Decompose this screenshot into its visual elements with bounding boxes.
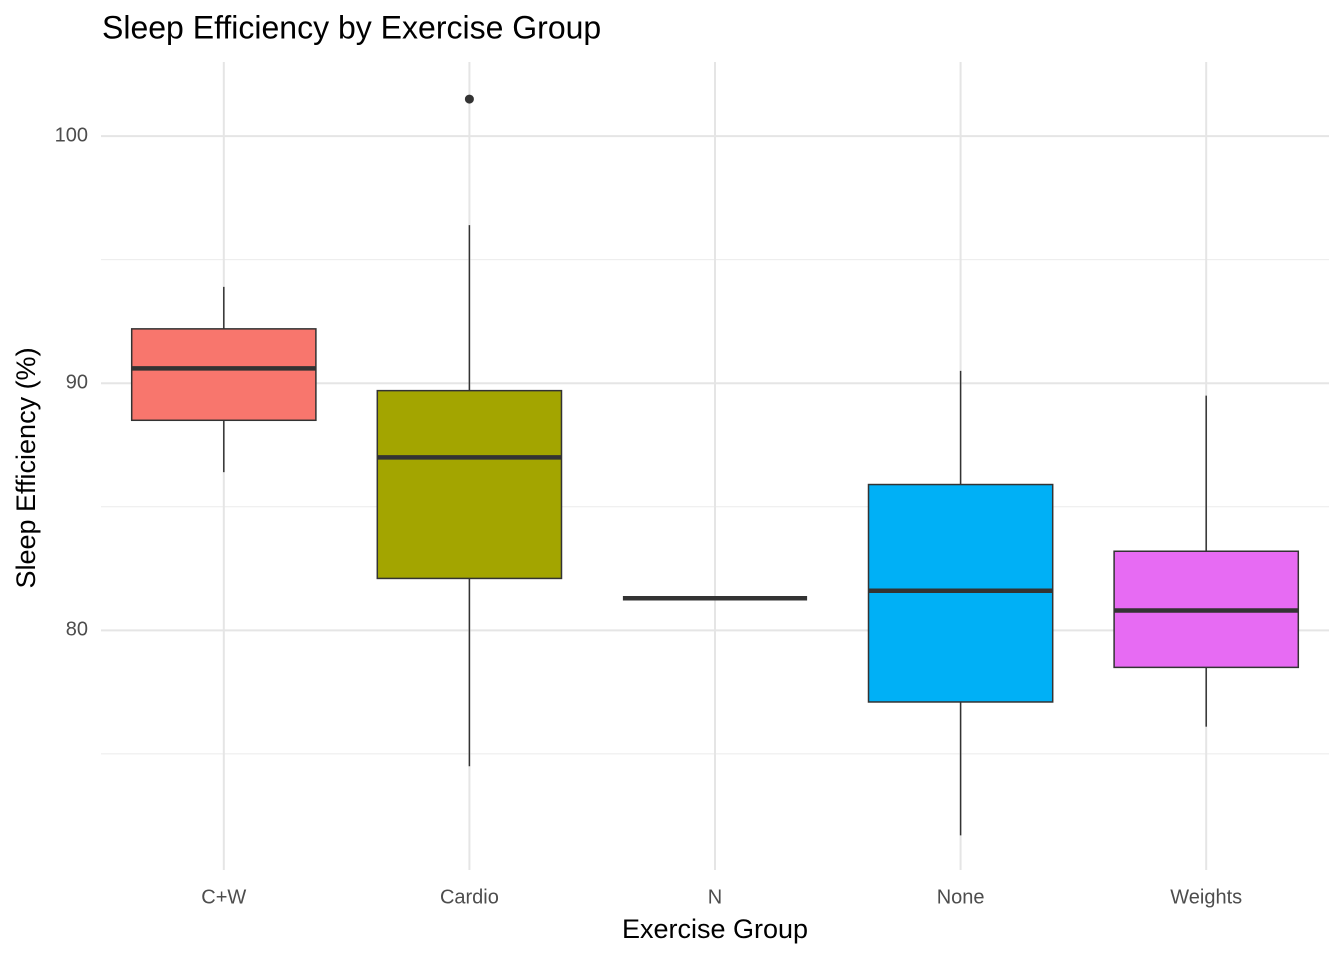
box [867, 483, 1054, 703]
box [376, 389, 563, 580]
y-tick-label: 80 [66, 619, 88, 641]
chart-title: Sleep Efficiency by Exercise Group [102, 9, 601, 45]
x-tick-label: None [937, 886, 985, 908]
x-tick-label: Weights [1170, 886, 1242, 908]
x-tick-label: C+W [201, 886, 246, 908]
y-tick-label: 90 [66, 372, 88, 394]
outlier [464, 94, 474, 104]
y-tick-label: 100 [55, 124, 88, 146]
box [130, 328, 317, 422]
y-axis-title: Sleep Efficiency (%) [11, 347, 41, 588]
x-axis-title: Exercise Group [622, 914, 808, 944]
x-tick-label: Cardio [440, 886, 499, 908]
x-tick-label: N [708, 886, 722, 908]
